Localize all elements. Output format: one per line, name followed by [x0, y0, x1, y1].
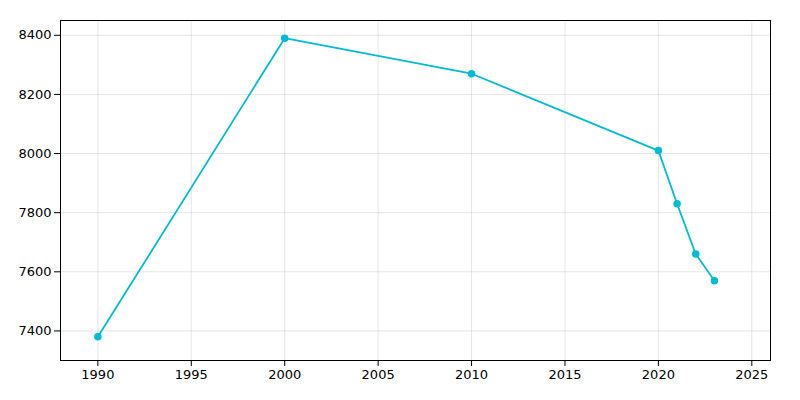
svg-text:7400: 7400: [18, 323, 51, 338]
svg-text:2010: 2010: [455, 367, 488, 382]
svg-text:8000: 8000: [18, 146, 51, 161]
svg-text:1990: 1990: [81, 367, 114, 382]
svg-text:8400: 8400: [18, 27, 51, 42]
svg-text:2025: 2025: [735, 367, 768, 382]
svg-text:7800: 7800: [18, 205, 51, 220]
svg-text:2000: 2000: [268, 367, 301, 382]
svg-text:7600: 7600: [18, 264, 51, 279]
svg-text:8200: 8200: [18, 87, 51, 102]
svg-text:2005: 2005: [362, 367, 395, 382]
svg-text:2015: 2015: [548, 367, 581, 382]
svg-text:1995: 1995: [175, 367, 208, 382]
svg-text:2020: 2020: [642, 367, 675, 382]
